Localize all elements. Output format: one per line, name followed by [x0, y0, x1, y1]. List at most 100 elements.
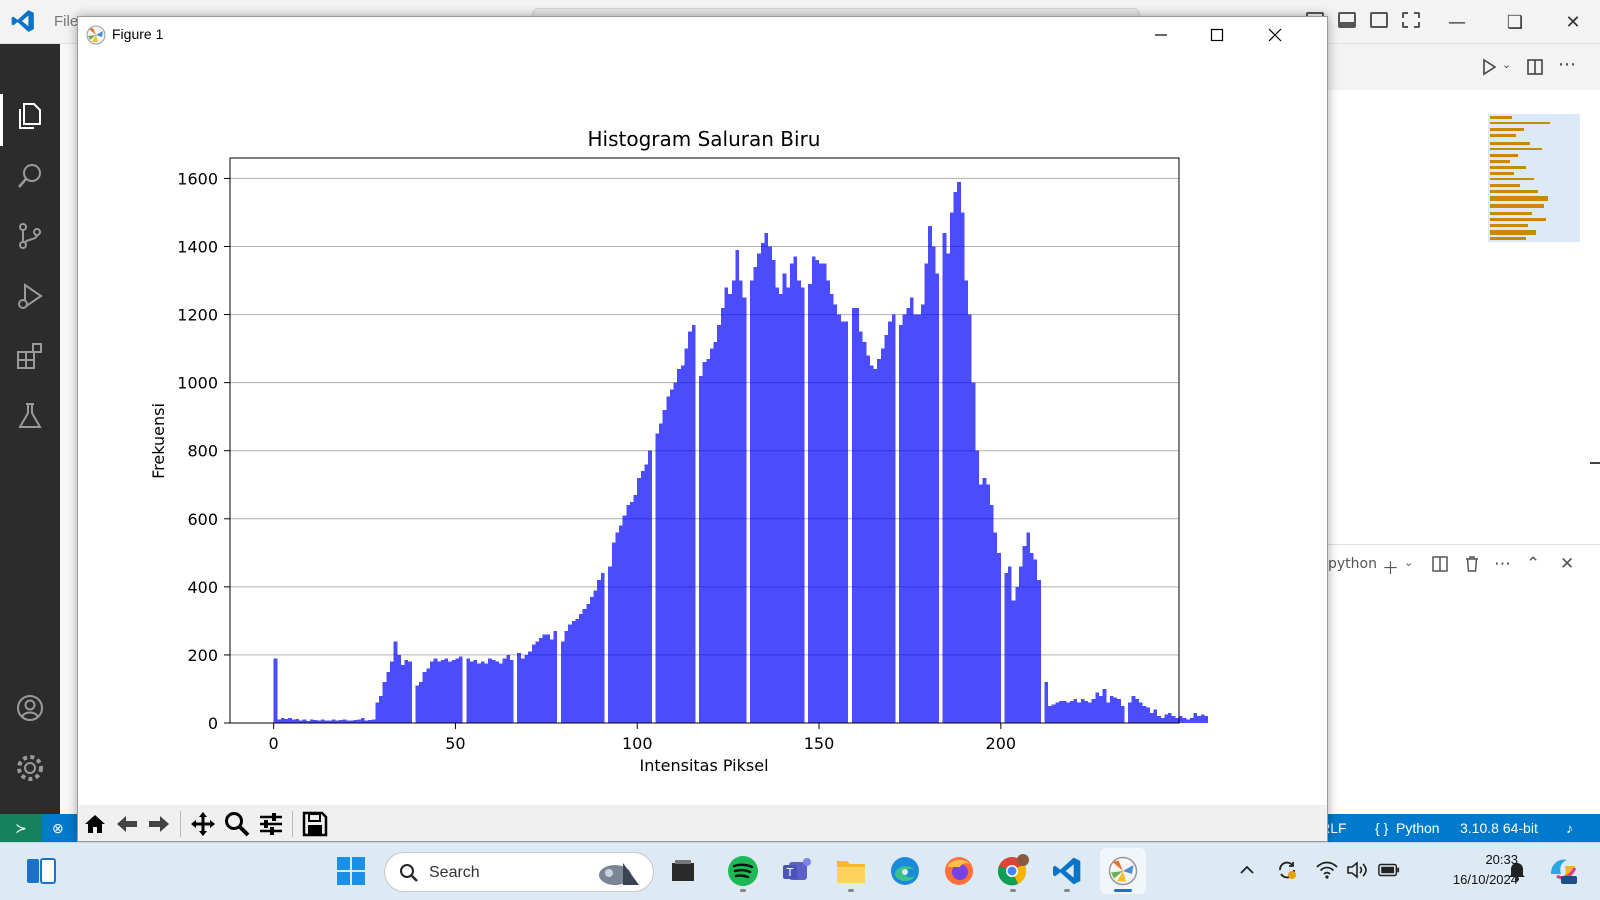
forward-icon[interactable] [144, 809, 174, 839]
vscode-minimize-icon[interactable]: — [1448, 11, 1466, 33]
histogram-bar [688, 331, 692, 723]
status-interpreter[interactable]: 3.10.8 64-bit [1460, 820, 1538, 836]
histogram-bar [368, 719, 372, 723]
widgets-icon[interactable] [18, 848, 64, 894]
figure-canvas[interactable]: 0 200 400 600 800 1000 1200 1400 1600 0 50 100 150 20… [78, 53, 1327, 805]
run-debug-icon[interactable] [14, 280, 46, 312]
matplotlib-icon[interactable] [1100, 848, 1146, 894]
histogram-bar [677, 369, 681, 723]
pan-icon[interactable] [188, 809, 218, 839]
copilot-icon[interactable] [1546, 853, 1580, 887]
settings-gear-icon[interactable] [14, 752, 46, 784]
volume-icon[interactable] [1346, 859, 1368, 881]
histogram-bar [662, 409, 667, 723]
terminal-dropdown-icon[interactable]: ⌄ [1404, 556, 1414, 569]
sync-icon[interactable] [1276, 859, 1298, 881]
photos-icon[interactable] [660, 848, 706, 894]
active-indicator [1114, 889, 1132, 892]
edge-icon[interactable] [882, 848, 928, 894]
battery-icon[interactable] [1378, 859, 1400, 881]
vscode-restore-icon[interactable]: ❏ [1506, 11, 1524, 33]
histogram-bar [1015, 586, 1020, 723]
firefox-icon[interactable] [936, 848, 982, 894]
vscode-close-icon[interactable]: ✕ [1565, 11, 1581, 33]
histogram-bar [968, 314, 972, 723]
toggle-secondary-sidebar-icon[interactable] [1370, 12, 1388, 28]
panel-more-icon[interactable]: ⋯ [1494, 554, 1511, 574]
source-control-icon[interactable] [14, 220, 46, 252]
problems-icon[interactable]: ⊗ [52, 820, 64, 836]
figure-minimize-icon[interactable] [1138, 21, 1184, 49]
taskbar-search[interactable]: Search [384, 852, 654, 892]
histogram-bar [622, 515, 627, 723]
back-icon[interactable] [112, 809, 142, 839]
histogram-bar [342, 719, 347, 723]
split-terminal-icon[interactable] [1432, 556, 1448, 572]
histogram-bar [717, 324, 721, 723]
histogram-bar [768, 246, 772, 724]
histogram-bar [888, 321, 892, 723]
histogram-bar [404, 660, 409, 723]
histogram-bar [397, 654, 401, 723]
menu-file[interactable]: File [54, 13, 79, 30]
svg-text:T: T [786, 866, 794, 879]
figure-maximize-icon[interactable] [1194, 21, 1240, 49]
search-icon[interactable] [14, 160, 46, 192]
teams-icon[interactable]: T [774, 848, 820, 894]
vscode-logo-icon [11, 10, 34, 32]
remote-icon[interactable]: ≻ [0, 814, 42, 842]
toggle-panel-icon[interactable] [1338, 12, 1356, 28]
figure-title: Figure 1 [112, 26, 164, 42]
save-icon[interactable] [300, 809, 330, 839]
testing-icon[interactable] [14, 400, 46, 432]
notifications-bell-icon[interactable]: ♪ [1566, 820, 1573, 836]
minimap-code-line [1490, 116, 1512, 119]
close-panel-icon[interactable]: ✕ [1560, 554, 1575, 574]
histogram-bar [484, 663, 489, 723]
show-hidden-icons-icon[interactable] [1236, 859, 1258, 881]
clock-date[interactable]: 16/10/2024 [1452, 872, 1518, 887]
accounts-icon[interactable] [14, 692, 46, 724]
clock-time[interactable]: 20:33 [1485, 852, 1518, 867]
chrome-icon[interactable] [990, 848, 1036, 894]
figure-titlebar[interactable]: Figure 1 [78, 17, 1327, 53]
histogram-bar [571, 620, 576, 723]
start-icon[interactable] [328, 848, 374, 894]
split-editor-icon[interactable] [1526, 58, 1544, 76]
histogram-bar [553, 631, 558, 723]
status-language[interactable]: Python [1396, 820, 1440, 836]
kill-terminal-icon[interactable] [1464, 555, 1480, 572]
extensions-icon[interactable] [14, 340, 46, 372]
more-actions-icon[interactable]: ⋯ [1558, 54, 1576, 75]
explorer-icon[interactable] [14, 100, 46, 132]
home-icon[interactable] [80, 809, 110, 839]
configure-subplots-icon[interactable] [256, 809, 286, 839]
histogram-bar [953, 192, 958, 724]
terminal-name[interactable]: python [1328, 556, 1377, 572]
active-indicator [0, 94, 3, 146]
notification-icon[interactable] [1506, 859, 1528, 881]
customize-layout-icon[interactable] [1402, 12, 1420, 28]
histogram-bar [1175, 717, 1179, 723]
histogram-bar [360, 717, 365, 723]
file-explorer-icon[interactable] [828, 848, 874, 894]
new-terminal-icon[interactable]: ＋ [1382, 559, 1399, 579]
run-dropdown-icon[interactable]: ⌄ [1502, 58, 1512, 71]
histogram-bar [1164, 714, 1169, 723]
histogram-bar [731, 280, 736, 723]
maximize-panel-icon[interactable]: ⌃ [1526, 554, 1541, 574]
editor-area: ⌄ ⋯ python ＋ ⌄ ⋯ ⌃ ✕ [1328, 44, 1600, 814]
histogram-bar [451, 660, 456, 723]
editor-scrollbar[interactable] [1590, 114, 1600, 584]
run-python-file-icon[interactable] [1480, 58, 1498, 76]
spotify-icon[interactable] [720, 848, 766, 894]
zoom-icon[interactable] [222, 809, 252, 839]
histogram-bar [935, 273, 940, 723]
panel-divider[interactable] [1328, 544, 1600, 545]
figure-close-icon[interactable] [1252, 21, 1298, 49]
vscode-icon[interactable] [1044, 848, 1090, 894]
histogram-bar [597, 580, 601, 723]
histogram-bar [1051, 704, 1056, 723]
histogram-bar [964, 280, 969, 723]
wifi-icon[interactable] [1316, 859, 1338, 881]
